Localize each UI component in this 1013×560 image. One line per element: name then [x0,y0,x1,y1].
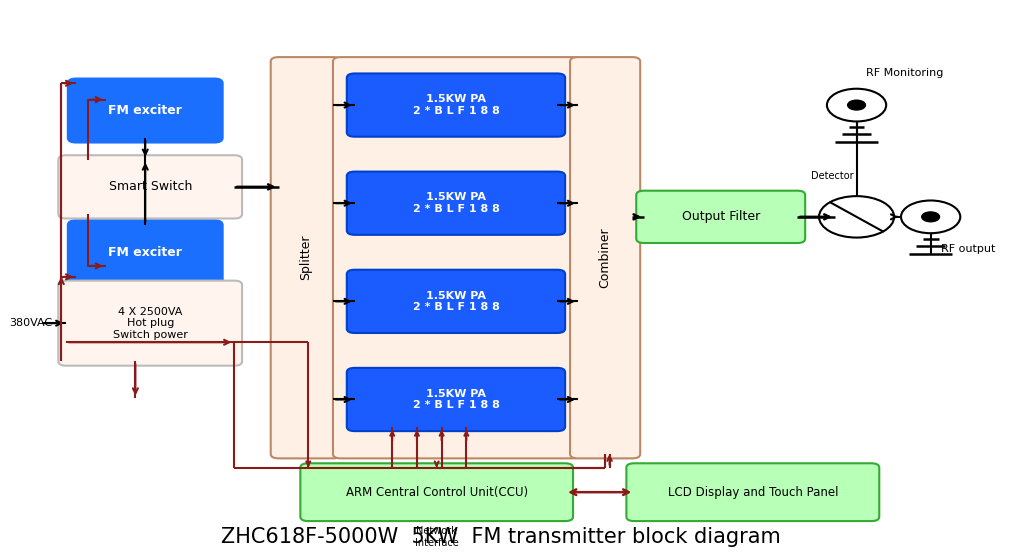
Text: ZHC618F-5000W  5KW  FM transmitter block diagram: ZHC618F-5000W 5KW FM transmitter block d… [221,527,781,547]
FancyBboxPatch shape [346,171,565,235]
Circle shape [848,100,865,110]
Text: Network
Interface: Network Interface [414,526,459,548]
Text: 380VAC: 380VAC [9,318,52,328]
Text: 1.5KW PA
2 * B L F 1 8 8: 1.5KW PA 2 * B L F 1 8 8 [412,389,499,410]
Text: Combiner: Combiner [599,227,612,288]
Circle shape [922,212,939,222]
Text: 1.5KW PA
2 * B L F 1 8 8: 1.5KW PA 2 * B L F 1 8 8 [412,193,499,214]
FancyBboxPatch shape [59,155,242,218]
Text: Smart Switch: Smart Switch [108,180,191,193]
Text: Splitter: Splitter [299,235,312,281]
FancyBboxPatch shape [270,57,340,459]
Text: FM exciter: FM exciter [108,246,182,259]
FancyBboxPatch shape [346,368,565,431]
FancyBboxPatch shape [59,281,242,366]
FancyBboxPatch shape [636,190,805,243]
FancyBboxPatch shape [333,57,580,459]
Text: RF Monitoring: RF Monitoring [866,68,944,78]
Text: ARM Central Control Unit(CCU): ARM Central Control Unit(CCU) [345,486,528,499]
FancyBboxPatch shape [626,463,879,521]
Text: 4 X 2500VA
Hot plug
Switch power: 4 X 2500VA Hot plug Switch power [112,306,187,340]
FancyBboxPatch shape [346,73,565,137]
FancyBboxPatch shape [68,79,222,142]
Text: RF output: RF output [940,244,995,254]
Text: LCD Display and Touch Panel: LCD Display and Touch Panel [668,486,838,499]
Text: 1.5KW PA
2 * B L F 1 8 8: 1.5KW PA 2 * B L F 1 8 8 [412,291,499,312]
FancyBboxPatch shape [570,57,640,459]
FancyBboxPatch shape [301,463,573,521]
Text: 1.5KW PA
2 * B L F 1 8 8: 1.5KW PA 2 * B L F 1 8 8 [412,94,499,116]
FancyBboxPatch shape [346,270,565,333]
Text: Output Filter: Output Filter [682,211,760,223]
Text: Detector: Detector [810,171,853,181]
Text: FM exciter: FM exciter [108,104,182,117]
FancyBboxPatch shape [68,221,222,284]
